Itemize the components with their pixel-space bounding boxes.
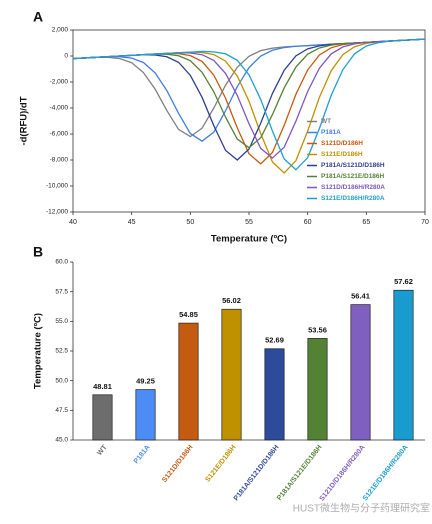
y-tick-label: -10,000 — [46, 183, 68, 190]
x-tick-label: 55 — [245, 219, 253, 226]
x-tick-label: 65 — [362, 219, 370, 226]
x-tick-label: P181A — [133, 444, 152, 465]
value-label: 53.56 — [308, 325, 327, 334]
y-tick-label: 52.5 — [55, 348, 68, 355]
bar — [264, 348, 285, 441]
y-tick-label: -12,000 — [46, 209, 68, 216]
bar — [393, 289, 414, 441]
value-label: 54.85 — [179, 310, 198, 319]
y-tick-label: -6,000 — [50, 131, 69, 138]
x-tick-label: S121D/D186H/R280A — [319, 444, 367, 503]
value-label: 49.25 — [136, 377, 155, 386]
y-tick-label: 0 — [64, 53, 68, 60]
legend-label: P181A/S121D/D186H — [321, 162, 385, 169]
line-series — [72, 38, 426, 138]
x-tick-label: S121D/D186H — [161, 444, 194, 484]
legend-label: S121D/D186H — [321, 140, 363, 147]
y-tick-label: -8,000 — [50, 157, 69, 164]
x-axis-label: Temperature (ºC) — [211, 234, 287, 245]
line-series — [72, 38, 426, 142]
y-tick-label: 45.0 — [55, 437, 68, 444]
x-tick-label: WT — [96, 443, 109, 456]
bar — [350, 304, 371, 441]
x-tick-label: 70 — [421, 219, 429, 226]
x-tick-label: P181A/S121E/D186H — [276, 444, 323, 502]
bar — [307, 338, 328, 441]
y-tick-label: 57.5 — [55, 288, 68, 295]
x-tick-label: S121E/D186H/R280A — [362, 444, 410, 502]
y-axis-label: Temperature (ºC) — [33, 313, 44, 389]
line-series — [72, 38, 426, 171]
y-axis-label: -d(RFU)/dT — [19, 96, 30, 145]
x-tick-label: 45 — [128, 219, 136, 226]
bar — [221, 308, 242, 441]
legend-label: S121E/D186H — [321, 151, 363, 158]
watermark: HUST微生物与分子药理研究室 — [293, 502, 430, 515]
legend-label: P181A/S121E/D186H — [321, 173, 385, 180]
legend-label: S121E/D186H/R280A — [321, 195, 385, 202]
y-tick-label: 2,000 — [52, 27, 69, 34]
value-label: 52.69 — [265, 336, 284, 345]
y-tick-label: 47.5 — [55, 407, 68, 414]
value-label: 56.02 — [222, 296, 241, 305]
x-tick-label: 60 — [304, 219, 312, 226]
y-tick-label: -4,000 — [50, 105, 69, 112]
value-label: 57.62 — [394, 277, 413, 286]
legend-label: WT — [321, 118, 331, 125]
value-label: 56.41 — [351, 292, 370, 301]
y-tick-label: 55.0 — [55, 318, 68, 325]
x-tick-label: P181A/S121D/D186H — [233, 444, 281, 502]
legend-label: P181A — [321, 129, 341, 136]
x-tick-label: 50 — [186, 219, 194, 226]
bar — [178, 322, 199, 441]
x-tick-label: 40 — [69, 219, 77, 226]
panel-label: B — [33, 244, 43, 260]
y-tick-label: 50.0 — [55, 377, 68, 384]
panel-label: A — [33, 9, 43, 25]
legend-label: S121D/D186H/R280A — [321, 184, 385, 191]
value-label: 48.81 — [93, 382, 112, 391]
y-tick-label: 60.0 — [55, 259, 68, 266]
bar — [92, 394, 113, 441]
x-tick-label: S121E/D186H — [204, 444, 237, 484]
bar — [135, 389, 156, 441]
y-tick-label: -2,000 — [50, 79, 69, 86]
